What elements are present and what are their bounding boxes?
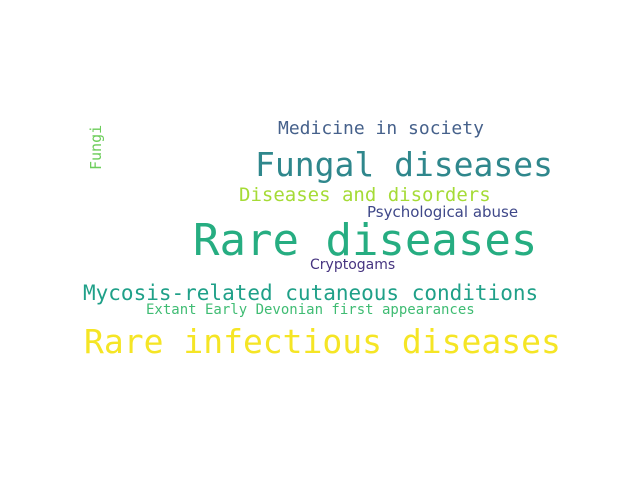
word-fungi: Fungi	[87, 124, 105, 170]
word-fungal-diseases: Fungal diseases	[255, 145, 554, 184]
word-diseases-and-disorders: Diseases and disorders	[239, 184, 491, 206]
word-medicine-in-society: Medicine in society	[278, 118, 484, 139]
word-extant-early-devonian-first-appearances: Extant Early Devonian first appearances	[146, 302, 475, 318]
word-rare-infectious-diseases: Rare infectious diseases	[84, 322, 561, 361]
word-rare-diseases: Rare diseases	[193, 215, 538, 266]
word-mycosis-related-cutaneous-conditions: Mycosis-related cutaneous conditions	[83, 281, 539, 305]
word-cryptogams: Cryptogams	[310, 257, 396, 273]
word-psychological-abuse: Psychological abuse	[367, 203, 519, 221]
